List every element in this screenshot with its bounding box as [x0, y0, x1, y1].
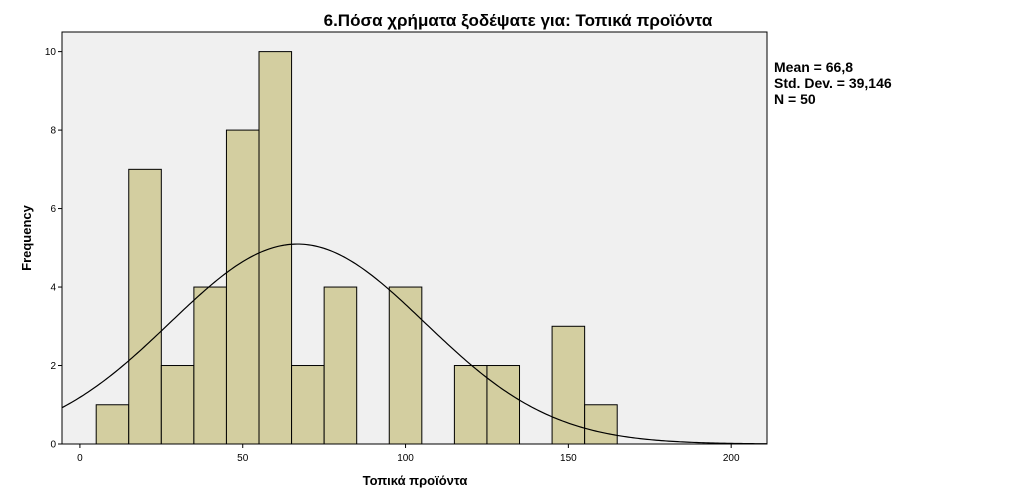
x-tick-label: 150: [560, 453, 577, 464]
y-axis-label: Frequency: [19, 204, 34, 271]
histogram-bar: [486, 365, 521, 445]
stat-std-dev: Std. Dev. = 39,146: [774, 75, 892, 91]
histogram-bar: [160, 365, 195, 445]
histogram-bar: [258, 51, 293, 445]
histogram-bar: [584, 404, 618, 445]
histogram-bar: [323, 286, 358, 445]
stat-n: N = 50: [774, 91, 816, 107]
histogram-bar: [388, 286, 423, 445]
stat-mean: Mean = 66,8: [774, 59, 853, 75]
y-tick-label: 2: [50, 361, 56, 372]
y-tick-label: 8: [50, 126, 56, 137]
histogram-bar: [225, 129, 260, 445]
y-tick-label: 4: [50, 283, 56, 294]
histogram-bar: [291, 365, 325, 445]
histogram-bar: [193, 286, 227, 445]
x-tick-label: 50: [237, 453, 249, 464]
statistics-legend: Mean = 66,8 Std. Dev. = 39,146 N = 50: [774, 59, 892, 107]
x-tick-label: 100: [397, 453, 414, 464]
y-tick-label: 0: [50, 440, 56, 451]
histogram-bar: [551, 325, 586, 445]
y-tick-label: 6: [50, 204, 56, 215]
x-tick-label: 0: [77, 453, 83, 464]
histogram-bar: [453, 365, 488, 445]
y-tick-label: 10: [45, 47, 57, 58]
x-axis-label: Τοπικά προϊόντα: [363, 473, 468, 488]
histogram-bar: [128, 168, 162, 445]
histogram-bar: [95, 404, 130, 445]
y-axis: 0 2 4 6 8 10: [45, 47, 62, 451]
normal-curve: [61, 243, 768, 445]
bars-group: [95, 51, 618, 445]
x-axis: 0 50 100 150 200: [77, 444, 740, 464]
x-tick-label: 200: [723, 453, 740, 464]
chart-title: 6.Πόσα χρήματα ξοδέψατε για: Τοπικά προϊ…: [324, 11, 713, 30]
